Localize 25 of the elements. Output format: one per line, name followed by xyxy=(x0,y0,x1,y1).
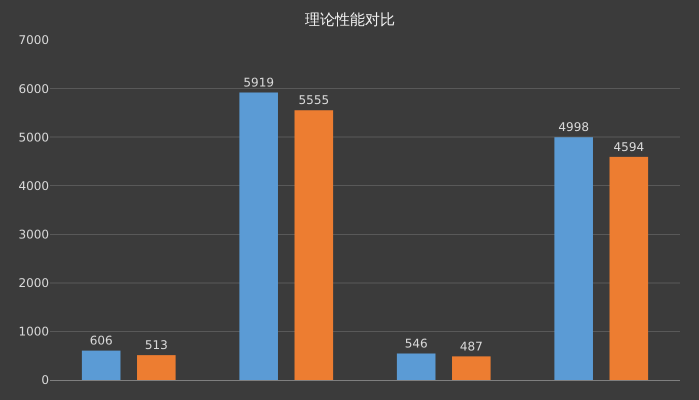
data-label: 487 xyxy=(460,339,483,354)
bar xyxy=(610,156,648,380)
data-label: 606 xyxy=(90,334,113,348)
data-label: 4998 xyxy=(558,120,589,134)
data-label: 5555 xyxy=(298,93,330,108)
bar xyxy=(452,356,491,380)
y-tick-label: 0 xyxy=(41,373,49,388)
y-tick-label: 6000 xyxy=(18,82,49,96)
bar xyxy=(82,350,120,380)
chart-title: 理论性能对比 xyxy=(305,10,395,28)
bar xyxy=(239,92,278,380)
y-tick-label: 7000 xyxy=(18,33,49,48)
y-tick-label: 4000 xyxy=(18,178,49,193)
y-tick-label: 1000 xyxy=(18,324,49,339)
y-tick-label: 2000 xyxy=(18,276,49,290)
bar xyxy=(137,355,176,380)
y-tick-label: 5000 xyxy=(18,130,49,144)
bar xyxy=(554,137,593,380)
data-label: 5919 xyxy=(243,76,274,90)
data-label: 513 xyxy=(144,338,168,352)
y-tick-label: 3000 xyxy=(18,227,49,242)
bar xyxy=(396,353,436,380)
data-label: 546 xyxy=(404,336,428,350)
data-label: 4594 xyxy=(614,140,644,154)
bar xyxy=(294,110,334,380)
